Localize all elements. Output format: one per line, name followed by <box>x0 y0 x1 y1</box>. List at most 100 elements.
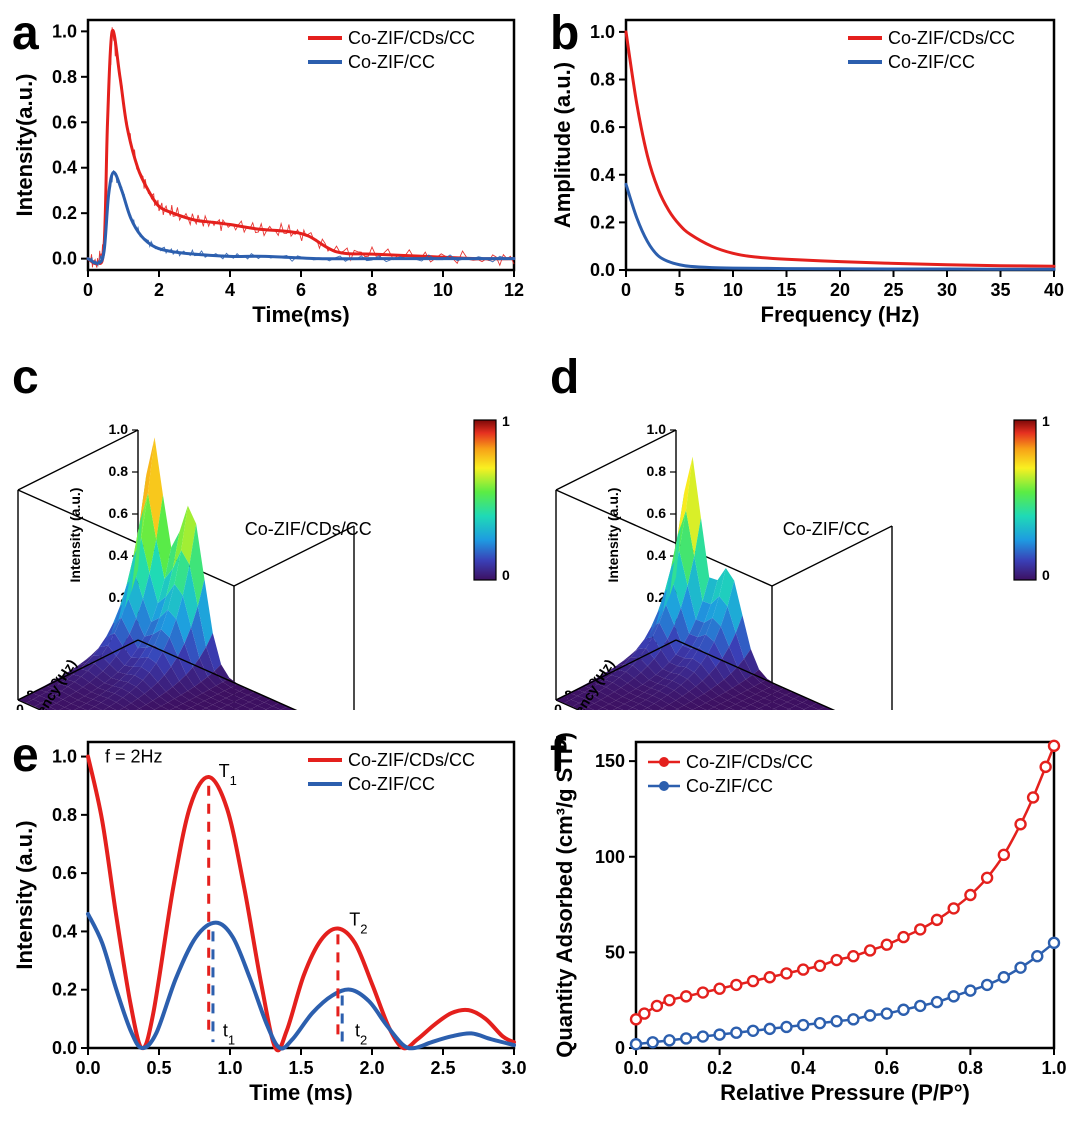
svg-text:25: 25 <box>883 280 903 300</box>
svg-text:Quantity Adsorbed (cm³/g STP): Quantity Adsorbed (cm³/g STP) <box>552 732 577 1058</box>
svg-text:15: 15 <box>776 280 796 300</box>
panel_d-svg: 0.00.20.40.60.81.00123450246810Intensity… <box>548 350 1070 710</box>
svg-text:0: 0 <box>16 701 24 710</box>
svg-text:T2: T2 <box>349 910 367 937</box>
panel-e-freq-label: f = 2Hz <box>105 746 163 766</box>
panel_b-legend: Co-ZIF/CDs/CC Co-ZIF/CC <box>848 28 1015 72</box>
svg-text:1.0: 1.0 <box>217 1058 242 1078</box>
svg-text:0.6: 0.6 <box>647 505 667 521</box>
svg-text:Intensity (a.u.): Intensity (a.u.) <box>605 488 621 583</box>
panel_e-legend-item-1: Co-ZIF/CC <box>348 774 435 794</box>
svg-text:10: 10 <box>433 280 453 300</box>
svg-text:0.4: 0.4 <box>647 547 667 563</box>
svg-text:0.0: 0.0 <box>52 1038 77 1058</box>
svg-text:40: 40 <box>1044 280 1064 300</box>
svg-text:0.0: 0.0 <box>623 1058 648 1078</box>
svg-text:0.4: 0.4 <box>791 1058 816 1078</box>
panel_a-ylabel: Intensity(a.u.) <box>12 73 37 216</box>
panel_e-series-0 <box>88 757 514 1051</box>
svg-text:0.6: 0.6 <box>590 117 615 137</box>
svg-text:4: 4 <box>225 280 235 300</box>
svg-text:1.0: 1.0 <box>590 22 615 42</box>
panel_b-svg: 05101520253035400.00.20.40.60.81.0Freque… <box>548 6 1070 336</box>
svg-text:8: 8 <box>367 280 377 300</box>
svg-text:T1: T1 <box>219 761 237 788</box>
panel_b-series-1 <box>626 184 1054 269</box>
panel-b: 05101520253035400.00.20.40.60.81.0Freque… <box>548 6 1070 336</box>
svg-text:0.5: 0.5 <box>146 1058 171 1078</box>
svg-text:1.5: 1.5 <box>288 1058 313 1078</box>
panel_b-series-0 <box>626 32 1054 266</box>
panel-c: 0.00.20.40.60.81.00123450246810Intensity… <box>10 350 530 710</box>
panel_c-svg: 0.00.20.40.60.81.00123450246810Intensity… <box>10 350 530 710</box>
panel_e-svg: 0.00.51.01.52.02.53.00.00.20.40.60.81.0T… <box>10 728 530 1114</box>
panel_e-legend-item-0: Co-ZIF/CDs/CC <box>348 750 475 770</box>
svg-text:1.0: 1.0 <box>647 421 667 437</box>
panel_e-legend: Co-ZIF/CDs/CC Co-ZIF/CC <box>308 750 475 794</box>
svg-text:0.8: 0.8 <box>52 67 77 87</box>
svg-text:6: 6 <box>296 280 306 300</box>
svg-text:0.4: 0.4 <box>590 165 615 185</box>
svg-text:0.0: 0.0 <box>52 249 77 269</box>
svg-text:t2: t2 <box>355 1020 367 1047</box>
svg-text:0: 0 <box>621 280 631 300</box>
panel_b-legend-item-1: Co-ZIF/CC <box>888 52 975 72</box>
panel_a-legend-item-0: Co-ZIF/CDs/CC <box>348 28 475 48</box>
panel_a-legend: Co-ZIF/CDs/CC Co-ZIF/CC <box>308 28 475 72</box>
svg-text:Relative Pressure (P/P°): Relative Pressure (P/P°) <box>720 1080 970 1105</box>
svg-text:1: 1 <box>1042 413 1050 429</box>
panel_a-svg: 0246810120.00.20.40.60.81.0Time(ms)Inten… <box>10 6 530 336</box>
svg-text:0.6: 0.6 <box>52 863 77 883</box>
svg-text:0: 0 <box>502 567 510 583</box>
panel_b-legend-item-0: Co-ZIF/CDs/CC <box>888 28 1015 48</box>
svg-text:Time (ms): Time (ms) <box>249 1080 353 1105</box>
svg-text:0: 0 <box>615 1038 625 1058</box>
svg-text:1.0: 1.0 <box>109 421 129 437</box>
panel_b-ylabel: Amplitude (a.u.) <box>550 62 575 228</box>
svg-text:12: 12 <box>504 280 524 300</box>
panel-a: 0246810120.00.20.40.60.81.0Time(ms)Inten… <box>10 6 530 336</box>
panel_c-title: Co-ZIF/CDs/CC <box>245 519 372 539</box>
svg-text:0: 0 <box>83 280 93 300</box>
panel_d-title: Co-ZIF/CC <box>783 519 870 539</box>
svg-text:50: 50 <box>605 942 625 962</box>
svg-text:5: 5 <box>674 280 684 300</box>
svg-text:0.8: 0.8 <box>109 463 129 479</box>
svg-text:0.2: 0.2 <box>52 980 77 1000</box>
svg-text:150: 150 <box>595 751 625 771</box>
svg-text:0.4: 0.4 <box>52 158 77 178</box>
svg-text:20: 20 <box>830 280 850 300</box>
panel-e: 0.00.51.01.52.02.53.00.00.20.40.60.81.0T… <box>10 728 530 1114</box>
svg-text:0.8: 0.8 <box>958 1058 983 1078</box>
svg-text:t1: t1 <box>223 1020 235 1047</box>
svg-text:0.0: 0.0 <box>75 1058 100 1078</box>
svg-text:1.0: 1.0 <box>1041 1058 1066 1078</box>
svg-text:0.2: 0.2 <box>52 203 77 223</box>
svg-text:0.2: 0.2 <box>590 212 615 232</box>
svg-text:0: 0 <box>1042 567 1050 583</box>
panel_a-series-0 <box>88 30 514 263</box>
svg-text:10: 10 <box>723 280 743 300</box>
svg-text:0.8: 0.8 <box>647 463 667 479</box>
panel-d: 0.00.20.40.60.81.00123450246810Intensity… <box>548 350 1070 710</box>
panel-f-legend-item-0: Co-ZIF/CDs/CC <box>686 752 813 772</box>
figure-root: a0246810120.00.20.40.60.81.0Time(ms)Inte… <box>0 0 1080 1129</box>
svg-text:0.6: 0.6 <box>109 505 129 521</box>
panel_e-ylabel: Intensity (a.u.) <box>12 820 37 969</box>
svg-text:Time(ms): Time(ms) <box>252 302 349 327</box>
svg-text:Intensity (a.u.): Intensity (a.u.) <box>67 488 83 583</box>
panel_a-legend-item-1: Co-ZIF/CC <box>348 52 435 72</box>
svg-text:0.8: 0.8 <box>590 70 615 90</box>
svg-text:1: 1 <box>502 413 510 429</box>
svg-text:3.0: 3.0 <box>501 1058 526 1078</box>
svg-text:0.2: 0.2 <box>707 1058 732 1078</box>
svg-text:0.0: 0.0 <box>590 260 615 280</box>
svg-text:0.6: 0.6 <box>874 1058 899 1078</box>
svg-text:35: 35 <box>990 280 1010 300</box>
svg-text:0.6: 0.6 <box>52 112 77 132</box>
panel_a-series-1 <box>88 172 514 263</box>
svg-text:Frequency (Hz): Frequency (Hz) <box>761 302 920 327</box>
svg-text:2.0: 2.0 <box>359 1058 384 1078</box>
svg-text:1.0: 1.0 <box>52 747 77 767</box>
svg-text:0: 0 <box>554 701 562 710</box>
